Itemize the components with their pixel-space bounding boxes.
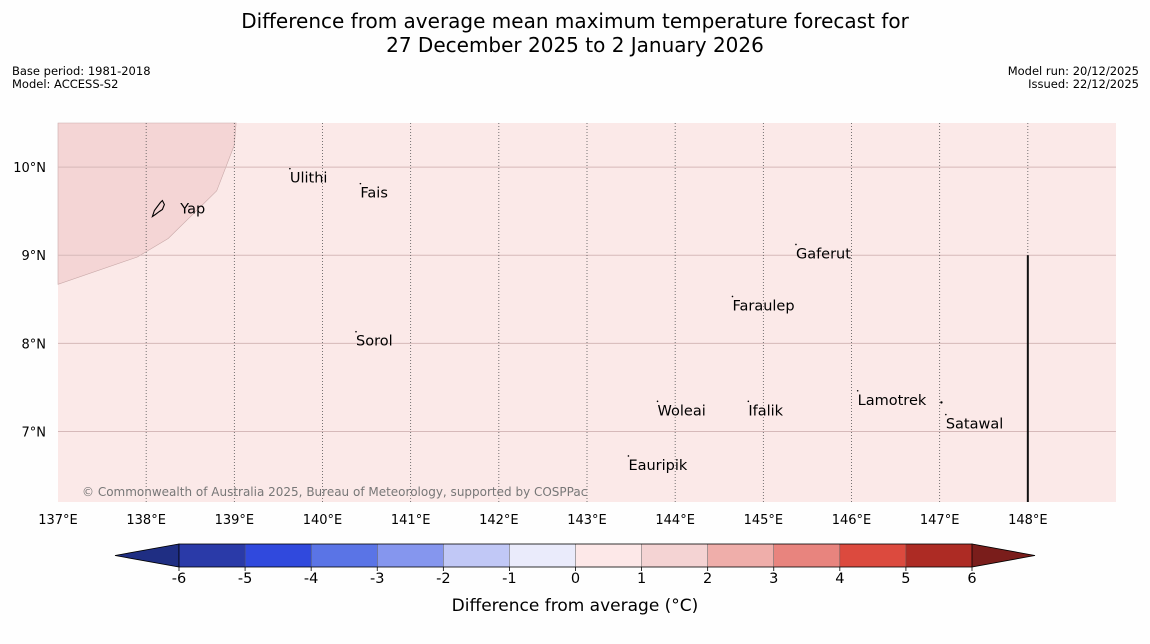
colorbar-tick-label: -1 <box>502 571 516 587</box>
island-dot <box>795 243 797 246</box>
lon-tick-label: 147°E <box>920 513 960 528</box>
colorbar-tick-label: 3 <box>769 571 778 587</box>
colorbar-tick-label: -2 <box>436 571 450 587</box>
issued-text: Issued: 22/12/2025 <box>1028 77 1139 91</box>
lat-tick-label: 9°N <box>22 249 47 264</box>
place-label: Faraulep <box>732 298 794 314</box>
island-dot <box>627 455 630 457</box>
place-label: Ifalik <box>748 403 783 419</box>
lon-tick-label: 142°E <box>479 513 519 528</box>
place-label: Fais <box>360 186 387 202</box>
island-dot <box>945 413 947 416</box>
colorbar-tick-label: 4 <box>835 571 844 587</box>
lon-tick-label: 138°E <box>126 513 166 528</box>
colorbar-segment <box>905 544 973 567</box>
lon-tick-label: 140°E <box>303 513 343 528</box>
chart-title: Difference from average mean maximum tem… <box>0 9 1150 57</box>
lat-tick-label: 10°N <box>13 161 46 176</box>
title-line-2: 27 December 2025 to 2 January 2026 <box>386 33 764 57</box>
colorbar-over-arrow <box>971 543 1036 568</box>
colorbar-tick-label: 1 <box>637 571 646 587</box>
meta-right: Model run: 20/12/2025 Issued: 22/12/2025 <box>1008 65 1139 91</box>
island-dot <box>289 167 291 170</box>
colorbar-segment <box>377 544 444 567</box>
colorbar-tick-label: 2 <box>703 571 712 587</box>
meta-left: Base period: 1981-2018 Model: ACCESS-S2 <box>12 65 151 91</box>
island-dot <box>355 330 357 333</box>
island-dot <box>656 400 659 403</box>
island-dot <box>940 401 943 404</box>
colorbar-segment <box>311 544 378 567</box>
place-label: Woleai <box>658 403 706 419</box>
place-label: Satawal <box>946 417 1003 433</box>
colorbar-title: Difference from average (°C) <box>451 596 699 616</box>
lon-tick-label: 141°E <box>391 513 431 528</box>
warm-anomaly-region <box>57 122 237 285</box>
lat-tick-label: 7°N <box>22 425 47 440</box>
lat-tick-label: 8°N <box>22 337 47 352</box>
yap-island-outline <box>151 199 165 218</box>
island-dot <box>359 182 362 185</box>
colorbar-tick-label: -4 <box>304 571 318 587</box>
lon-tick-label: 139°E <box>215 513 255 528</box>
model-text: Model: ACCESS-S2 <box>12 77 119 91</box>
island-dot <box>747 400 750 403</box>
colorbar-segment <box>773 544 841 567</box>
lon-tick-label: 145°E <box>744 513 784 528</box>
copyright-text: © Commonwealth of Australia 2025, Bureau… <box>82 485 587 499</box>
colorbar-segment <box>707 544 775 567</box>
colorbar-tick-label: 6 <box>967 571 976 587</box>
colorbar-tick-label: 5 <box>901 571 910 587</box>
place-label: Sorol <box>356 334 393 350</box>
colorbar-segment <box>443 544 510 567</box>
lon-tick-label: 137°E <box>38 513 78 528</box>
lon-tick-label: 144°E <box>655 513 695 528</box>
colorbar-tick-label: 0 <box>571 571 580 587</box>
island-dot <box>856 389 859 392</box>
place-label: Lamotrek <box>858 393 927 409</box>
colorbar-tick-label: -3 <box>370 571 384 587</box>
base-period-text: Base period: 1981-2018 <box>12 64 151 78</box>
title-line-1: Difference from average mean maximum tem… <box>241 9 909 33</box>
colorbar-tick-label: -5 <box>238 571 252 587</box>
place-label: Gaferut <box>796 246 851 262</box>
lon-tick-label: 148°E <box>1008 513 1048 528</box>
lon-tick-label: 143°E <box>567 513 607 528</box>
place-label: Eauripik <box>628 458 687 474</box>
colorbar-segment <box>839 544 907 567</box>
colorbar-segment <box>641 544 709 567</box>
colorbar-tick-label: -6 <box>172 571 186 587</box>
colorbar-segment <box>509 544 576 567</box>
island-dot <box>731 295 734 298</box>
colorbar-under-arrow <box>114 543 180 568</box>
colorbar-segment <box>179 544 246 567</box>
colorbar-segment <box>245 544 312 567</box>
model-run-text: Model run: 20/12/2025 <box>1007 64 1139 78</box>
colorbar-segment <box>575 544 643 567</box>
lon-tick-label: 146°E <box>832 513 872 528</box>
place-label: Yap <box>179 201 205 217</box>
place-label: Ulithi <box>290 171 328 187</box>
